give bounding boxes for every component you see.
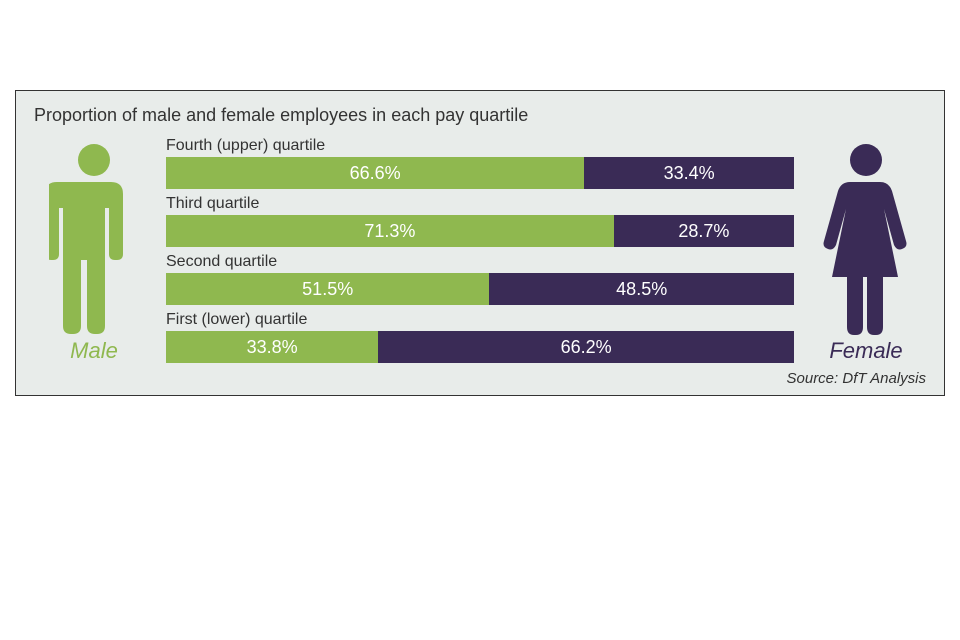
quartile-row: First (lower) quartile 33.8% 66.2% <box>166 311 794 363</box>
quartile-label: First (lower) quartile <box>166 311 794 329</box>
quartile-label: Fourth (upper) quartile <box>166 137 794 155</box>
male-label: Male <box>70 338 118 364</box>
quartile-row: Second quartile 51.5% 48.5% <box>166 253 794 305</box>
male-figure-column: Male <box>34 136 154 364</box>
quartile-row: Fourth (upper) quartile 66.6% 33.4% <box>166 137 794 189</box>
quartile-row: Third quartile 71.3% 28.7% <box>166 195 794 247</box>
male-segment: 33.8% <box>166 331 378 363</box>
stacked-bar: 71.3% 28.7% <box>166 215 794 247</box>
pay-quartile-chart: Proportion of male and female employees … <box>15 90 945 396</box>
chart-title: Proportion of male and female employees … <box>34 105 926 126</box>
female-figure-icon <box>821 136 911 336</box>
bars-column: Fourth (upper) quartile 66.6% 33.4% Thir… <box>166 137 794 363</box>
male-segment: 51.5% <box>166 273 489 305</box>
chart-body: Male Fourth (upper) quartile 66.6% 33.4%… <box>34 136 926 364</box>
stacked-bar: 51.5% 48.5% <box>166 273 794 305</box>
quartile-label: Second quartile <box>166 253 794 271</box>
female-segment: 28.7% <box>614 215 794 247</box>
male-segment: 66.6% <box>166 157 584 189</box>
male-segment: 71.3% <box>166 215 614 247</box>
source-attribution: Source: DfT Analysis <box>34 370 926 387</box>
quartile-label: Third quartile <box>166 195 794 213</box>
female-segment: 66.2% <box>378 331 794 363</box>
stacked-bar: 33.8% 66.2% <box>166 331 794 363</box>
female-label: Female <box>829 338 902 364</box>
female-figure-column: Female <box>806 136 926 364</box>
stacked-bar: 66.6% 33.4% <box>166 157 794 189</box>
male-figure-icon <box>49 136 139 336</box>
female-segment: 48.5% <box>489 273 794 305</box>
female-segment: 33.4% <box>584 157 794 189</box>
